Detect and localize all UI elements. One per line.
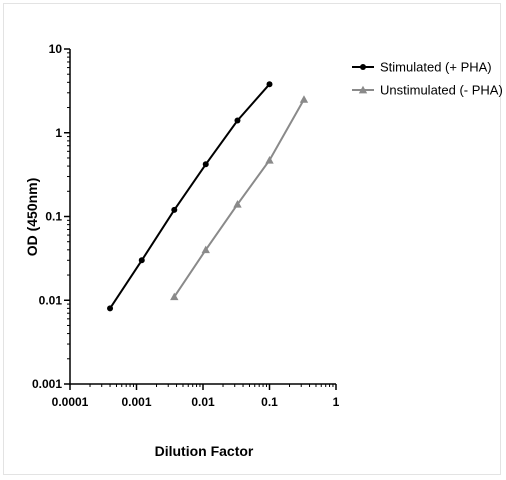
legend-item-2: Unstimulated (- PHA) [352,83,503,98]
x-tick-label: 0.01 [191,395,215,409]
series-line [109,83,271,309]
y-tick-label: 0.1 [45,210,62,224]
x-axis-title: Dilution Factor [155,443,254,459]
data-point [170,292,179,301]
data-point [299,95,309,103]
y-tick-label: 10 [49,42,63,56]
x-tick-label: 0.001 [121,395,151,409]
data-point [171,206,178,213]
x-tick-label: 1 [333,395,340,409]
data-point [265,156,274,164]
data-point [138,257,145,264]
y-ticks: 0.001 0.01 0.1 1 10 [32,42,70,391]
x-tick-label: 0.1 [261,395,278,409]
data-point [234,117,241,124]
axes [69,49,336,385]
y-axis-title: OD (450nm) [24,178,40,257]
y-tick-label: 0.01 [39,293,63,307]
legend-swatch-marker [358,85,368,94]
series-1 [107,81,273,312]
data-point [201,245,210,254]
legend: Stimulated (+ PHA) Unstimulated (- PHA) [352,60,503,98]
y-tick-label: 1 [55,126,62,140]
data-point [202,161,209,168]
data-point [107,305,114,312]
chart-frame [3,3,501,475]
legend-label: Stimulated (+ PHA) [380,60,492,75]
data-point [233,200,242,208]
data-point [266,81,273,88]
legend-swatch-marker [360,64,366,70]
series-layer [107,81,309,312]
series-2 [170,95,309,301]
x-ticks: 0.0001 0.001 0.01 0.1 1 [52,384,340,409]
legend-item-1: Stimulated (+ PHA) [352,60,492,75]
series-line [173,98,305,298]
x-tick-label: 0.0001 [52,395,89,409]
legend-label: Unstimulated (- PHA) [380,83,503,98]
y-tick-label: 0.001 [32,377,62,391]
